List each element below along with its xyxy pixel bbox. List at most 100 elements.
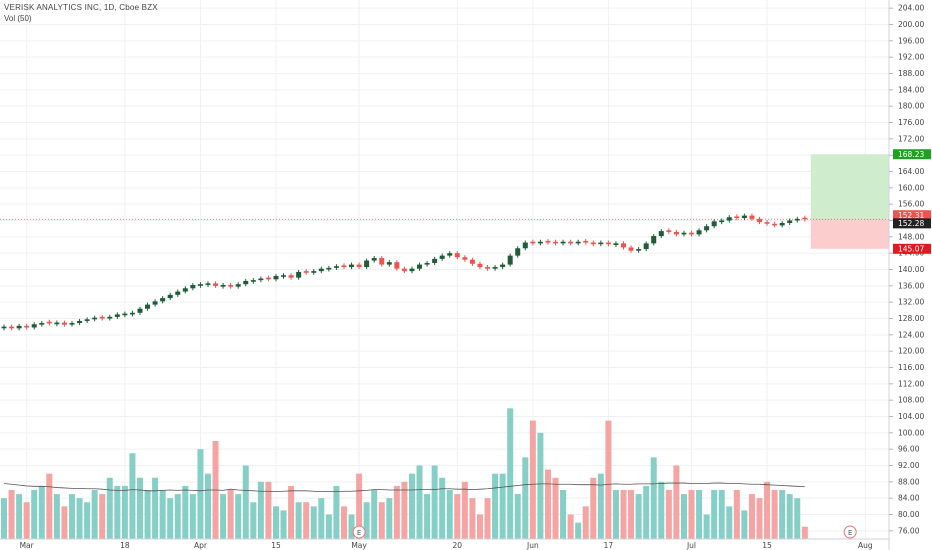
- candle[interactable]: [46, 319, 52, 326]
- candle[interactable]: [477, 261, 483, 270]
- earnings-marker[interactable]: E: [843, 525, 857, 539]
- volume-indicator-label[interactable]: Vol (50): [4, 14, 32, 23]
- candle[interactable]: [39, 320, 45, 327]
- candle[interactable]: [553, 239, 559, 246]
- candle[interactable]: [772, 221, 778, 228]
- candle[interactable]: [462, 255, 468, 262]
- candle[interactable]: [560, 239, 566, 246]
- candle[interactable]: [281, 273, 287, 279]
- candle[interactable]: [439, 253, 445, 261]
- candle[interactable]: [349, 262, 355, 270]
- candle[interactable]: [99, 314, 105, 321]
- candle[interactable]: [643, 241, 649, 252]
- candle[interactable]: [711, 219, 717, 229]
- candlesticks[interactable]: [1, 213, 808, 331]
- candle[interactable]: [401, 266, 407, 274]
- candle[interactable]: [787, 218, 793, 225]
- candle[interactable]: [515, 246, 521, 258]
- candle[interactable]: [794, 216, 800, 223]
- candle[interactable]: [673, 229, 679, 237]
- candle[interactable]: [741, 213, 747, 221]
- candle[interactable]: [243, 278, 249, 287]
- candle[interactable]: [54, 320, 60, 327]
- candle[interactable]: [92, 315, 98, 322]
- candle[interactable]: [114, 312, 120, 319]
- candle[interactable]: [24, 323, 30, 330]
- candle[interactable]: [575, 239, 581, 246]
- candle[interactable]: [681, 230, 687, 237]
- candle[interactable]: [1, 324, 7, 331]
- candle[interactable]: [583, 238, 589, 245]
- candle[interactable]: [16, 323, 22, 331]
- symbol-title[interactable]: VERISK ANALYTICS INC, 1D, Cboe BZX: [4, 3, 158, 12]
- target-zone[interactable]: [810, 154, 889, 220]
- candle[interactable]: [318, 266, 324, 274]
- candle[interactable]: [258, 276, 264, 283]
- candle[interactable]: [371, 256, 377, 263]
- candle[interactable]: [235, 282, 241, 289]
- candle[interactable]: [447, 251, 453, 258]
- candle[interactable]: [145, 302, 151, 311]
- candle[interactable]: [333, 264, 339, 270]
- candle[interactable]: [152, 299, 158, 307]
- candle[interactable]: [9, 324, 15, 331]
- stop-zone[interactable]: [810, 219, 889, 249]
- candle[interactable]: [69, 320, 75, 327]
- candle[interactable]: [424, 260, 430, 267]
- candle[interactable]: [696, 228, 702, 237]
- candle[interactable]: [651, 233, 657, 246]
- candle[interactable]: [409, 266, 415, 274]
- candle[interactable]: [107, 314, 113, 321]
- candle[interactable]: [84, 317, 90, 323]
- candle[interactable]: [522, 240, 528, 251]
- candle[interactable]: [704, 224, 710, 233]
- candle[interactable]: [394, 260, 400, 271]
- candle[interactable]: [386, 260, 392, 267]
- candle[interactable]: [658, 229, 664, 239]
- candle[interactable]: [137, 306, 143, 315]
- candle[interactable]: [288, 273, 294, 280]
- candle[interactable]: [719, 218, 725, 225]
- price-axis[interactable]: 76.00 80.00 84.00 88.00 92.00 96.00 100.00 104.…: [889, 4, 924, 536]
- candle[interactable]: [598, 240, 604, 247]
- candle[interactable]: [492, 265, 498, 271]
- candle[interactable]: [628, 245, 634, 253]
- candle[interactable]: [182, 286, 188, 294]
- candle[interactable]: [764, 220, 770, 226]
- candle[interactable]: [590, 240, 596, 247]
- candle[interactable]: [296, 269, 302, 280]
- earnings-marker[interactable]: E: [352, 525, 366, 539]
- candle[interactable]: [220, 282, 226, 289]
- candle[interactable]: [749, 213, 755, 221]
- candle[interactable]: [167, 292, 173, 301]
- candle[interactable]: [726, 215, 732, 223]
- candle[interactable]: [689, 230, 695, 237]
- candle[interactable]: [228, 282, 234, 289]
- candle[interactable]: [605, 240, 611, 247]
- candle[interactable]: [500, 262, 506, 270]
- candle[interactable]: [666, 228, 672, 234]
- candle[interactable]: [364, 258, 370, 270]
- candle[interactable]: [613, 241, 619, 248]
- candle[interactable]: [122, 311, 128, 318]
- candle[interactable]: [197, 282, 203, 288]
- time-axis[interactable]: Mar 18 Apr 15 May 20 Jun 17 Jul 15 Aug: [20, 541, 873, 550]
- candle[interactable]: [779, 220, 785, 228]
- candle[interactable]: [190, 282, 196, 291]
- candle[interactable]: [537, 239, 543, 246]
- candle[interactable]: [77, 318, 83, 326]
- candle[interactable]: [545, 238, 551, 245]
- candle[interactable]: [757, 216, 762, 225]
- candle[interactable]: [417, 262, 423, 271]
- candle[interactable]: [61, 320, 67, 327]
- candle[interactable]: [250, 278, 256, 284]
- candle[interactable]: [213, 281, 219, 288]
- candle[interactable]: [341, 263, 347, 270]
- candle[interactable]: [303, 269, 309, 275]
- candle[interactable]: [530, 239, 536, 246]
- candle[interactable]: [469, 257, 475, 266]
- candle[interactable]: [432, 256, 438, 266]
- candle[interactable]: [507, 253, 513, 267]
- candle[interactable]: [31, 322, 37, 330]
